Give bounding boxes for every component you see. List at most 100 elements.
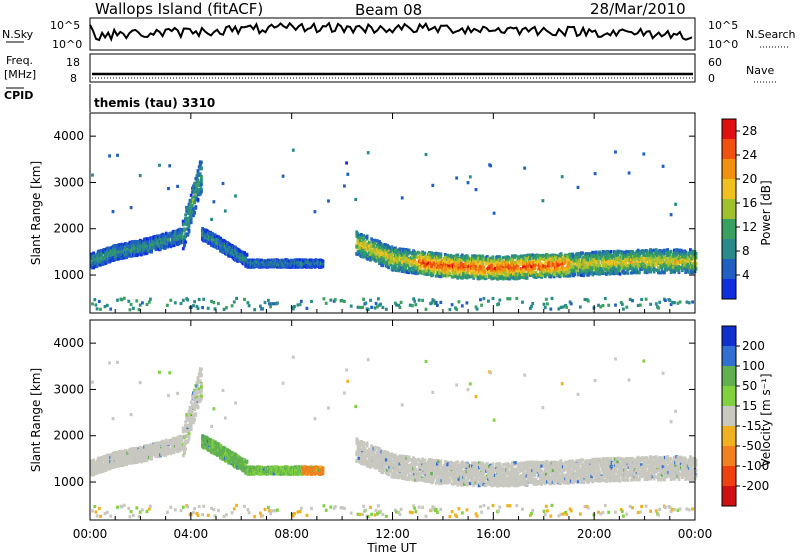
echo-cell	[299, 299, 303, 303]
echo-cell	[149, 297, 152, 301]
echo-cell	[531, 302, 535, 306]
echo-cell	[474, 264, 478, 268]
echo-cell	[366, 307, 370, 312]
echo-cell	[243, 251, 246, 255]
echo-cell	[145, 246, 149, 250]
echo-cell	[484, 274, 488, 278]
echo-cell	[456, 253, 460, 257]
echo-cell	[166, 303, 169, 307]
echo-cell	[509, 268, 513, 272]
echo-cell	[379, 253, 383, 257]
echo-cell	[154, 247, 158, 252]
echo-cell	[626, 271, 630, 275]
echo-cell	[381, 264, 385, 268]
echo-cell	[543, 306, 547, 310]
echo-cell	[431, 259, 435, 263]
echo-cell	[232, 251, 236, 255]
echo-cell	[439, 275, 443, 279]
echo-cell	[387, 266, 390, 270]
echo-cell	[391, 264, 395, 268]
echo-cell	[90, 252, 93, 256]
echo-cell	[357, 249, 361, 253]
echo-cell	[586, 299, 590, 303]
echo-cell	[191, 196, 194, 200]
echo-cell	[115, 251, 118, 255]
echo-cell	[425, 272, 429, 276]
echo-cell	[206, 306, 210, 310]
power-data-layer	[90, 148, 698, 312]
echo-cell	[430, 301, 434, 305]
echo-cell	[358, 246, 362, 250]
echo-cell	[100, 253, 103, 257]
echo-cell	[200, 190, 203, 194]
echo-cell	[609, 250, 613, 254]
echo-cell	[601, 304, 605, 308]
echo-cell	[515, 276, 519, 281]
nsky-panel: N.Sky 10^5 10^0 10^5 10^0 N.Search	[2, 17, 796, 51]
echo-cell	[414, 303, 418, 307]
echo-cell	[189, 206, 193, 210]
echo-cell	[246, 301, 250, 305]
echo-cell	[222, 307, 226, 311]
echo-cell	[296, 303, 300, 307]
echo-cell	[480, 303, 483, 307]
echo-cell	[485, 261, 489, 265]
echo-cell	[457, 300, 461, 304]
echo-cell	[396, 257, 400, 261]
echo-cell	[492, 263, 496, 267]
echo-cell	[468, 274, 472, 279]
echo-cell	[362, 245, 365, 249]
echo-cell	[192, 304, 195, 308]
echo-cell	[510, 254, 514, 258]
echo-cell	[95, 264, 99, 268]
echo-cell	[188, 212, 192, 216]
echo-cell	[471, 266, 474, 270]
echo-cell	[253, 308, 257, 312]
echo-cell	[384, 307, 388, 311]
echo-cell	[505, 273, 508, 277]
echo-cell	[445, 263, 448, 267]
echo-cell	[625, 305, 629, 309]
freq-label-2: [MHz]	[4, 68, 36, 81]
echo-cell	[472, 275, 476, 279]
echo-cell	[459, 264, 463, 268]
echo-cell	[473, 271, 477, 275]
echo-cell	[268, 302, 271, 306]
echo-cell	[622, 307, 625, 311]
echo-cell	[424, 307, 428, 311]
echo-cell	[194, 192, 198, 196]
echo-cell	[195, 196, 199, 200]
echo-cell	[533, 266, 537, 270]
echo-cell	[166, 245, 169, 249]
echo-cell	[192, 198, 195, 202]
echo-cell	[145, 251, 149, 255]
echo-cell	[515, 296, 519, 301]
echo-cell	[493, 276, 497, 280]
echo-cell	[414, 260, 418, 265]
nsky-label: N.Sky	[2, 28, 34, 41]
echo-cell	[654, 302, 658, 306]
echo-cell	[445, 272, 448, 276]
echo-cell	[530, 304, 533, 309]
echo-cell	[404, 266, 407, 270]
echo-cell	[434, 300, 438, 305]
echo-cell	[120, 298, 124, 302]
echo-cell	[375, 305, 379, 309]
echo-cell	[340, 299, 344, 303]
echo-cell	[113, 244, 117, 248]
echo-cell	[476, 261, 480, 265]
echo-cell	[422, 256, 426, 261]
echo-cell	[499, 263, 503, 267]
echo-cell	[430, 251, 434, 255]
echo-cell	[329, 298, 333, 302]
echo-cell	[202, 297, 206, 301]
echo-cell	[358, 305, 362, 310]
echo-cell	[179, 301, 183, 306]
echo-cell	[482, 297, 486, 301]
echo-cell	[550, 296, 554, 300]
echo-cell	[523, 166, 527, 170]
echo-cell	[355, 230, 359, 234]
echo-cell	[381, 305, 385, 310]
echo-cell	[644, 297, 648, 301]
echo-cell	[474, 254, 478, 258]
